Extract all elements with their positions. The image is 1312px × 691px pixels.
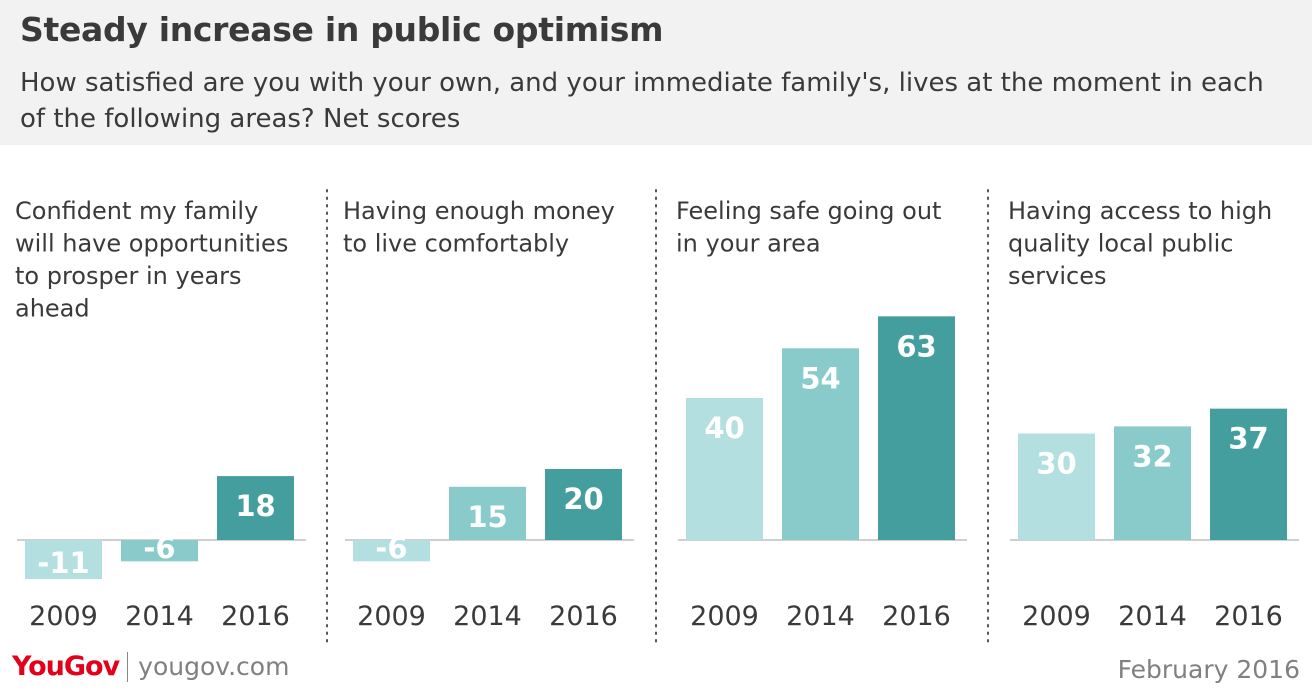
panel-4-bar-2009 [1018, 433, 1095, 540]
panel-2-category-2016: 2016 [549, 601, 618, 632]
panel-3-value-2016: 63 [896, 329, 936, 363]
panel-3-category-2016: 2016 [882, 601, 951, 632]
panel-4-title-line-2: quality local public [1008, 230, 1234, 258]
panel-2-bar-2014 [449, 486, 526, 540]
panel-2-title-line-2: to live comfortably [343, 230, 569, 258]
panel-4-category-2014: 2014 [1118, 601, 1187, 632]
panel-4-bar-2016 [1210, 408, 1287, 540]
panel-3-value-2009: 40 [704, 411, 744, 445]
panel-4-value-2016: 37 [1228, 422, 1268, 456]
panel-4-bar-2014 [1114, 426, 1191, 540]
panel-2-category-2009: 2009 [357, 601, 426, 632]
panel-2-bar-2009 [353, 540, 430, 562]
panel-1-bar-2016 [217, 476, 294, 540]
panel-4-title-line-1: Having access to high [1008, 197, 1272, 225]
panel-1-value-2014: -6 [143, 531, 175, 565]
panel-3-bar-2014 [782, 348, 859, 540]
panel-2-title-line-1: Having enough money [343, 197, 615, 225]
panel-3-value-2014: 54 [800, 361, 840, 395]
panel-1-category-2014: 2014 [125, 601, 194, 632]
panel-4-value-2009: 30 [1036, 447, 1076, 481]
panel-2-category-2014: 2014 [453, 601, 522, 632]
panel-1-category-2009: 2009 [29, 601, 98, 632]
panel-4-value-2014: 32 [1132, 439, 1172, 473]
panel-1-title-line-2: will have opportunities [15, 230, 288, 258]
panel-3-category-2009: 2009 [690, 601, 759, 632]
panel-3-title-line-2: in your area [676, 230, 821, 258]
yougov-logo: YouGov [12, 651, 120, 682]
panel-3-category-2014: 2014 [786, 601, 855, 632]
panel-2-bar-2016 [545, 469, 622, 540]
panel-4-title-line-3: services [1008, 262, 1106, 290]
panel-2-value-2016: 20 [563, 482, 603, 516]
panel-1-bar-2009 [25, 540, 102, 580]
chart-title: Steady increase in public optimism [20, 10, 664, 49]
header: Steady increase in public optimism How s… [0, 0, 1312, 145]
footer-date: February 2016 [1117, 655, 1300, 684]
panel-1-bar-2014 [121, 540, 198, 562]
panel-3-bar-2009 [686, 398, 763, 540]
panel-3-bar-2016 [878, 316, 955, 540]
panel-1-category-2016: 2016 [221, 601, 290, 632]
panel-4-category-2016: 2016 [1214, 601, 1283, 632]
footer-divider [127, 651, 129, 682]
panel-2-value-2009: -6 [375, 531, 407, 565]
panel-1-value-2016: 18 [235, 489, 275, 523]
footer-brand: YouGov yougov.com [12, 651, 289, 691]
panel-3-title-line-1: Feeling safe going out [676, 197, 941, 225]
chart-subtitle: How satisfied are you with your own, and… [20, 68, 1264, 134]
panel-1-title-line-3: to prosper in years [15, 262, 242, 290]
panel-1-title-line-1: Confident my family [15, 197, 258, 225]
panel-2-value-2014: 15 [467, 500, 507, 534]
panel-1-value-2009: -11 [37, 546, 89, 580]
panel-1-title-line-4: ahead [15, 295, 90, 323]
panel-4-category-2009: 2009 [1022, 601, 1091, 632]
footer-site: yougov.com [138, 652, 290, 681]
